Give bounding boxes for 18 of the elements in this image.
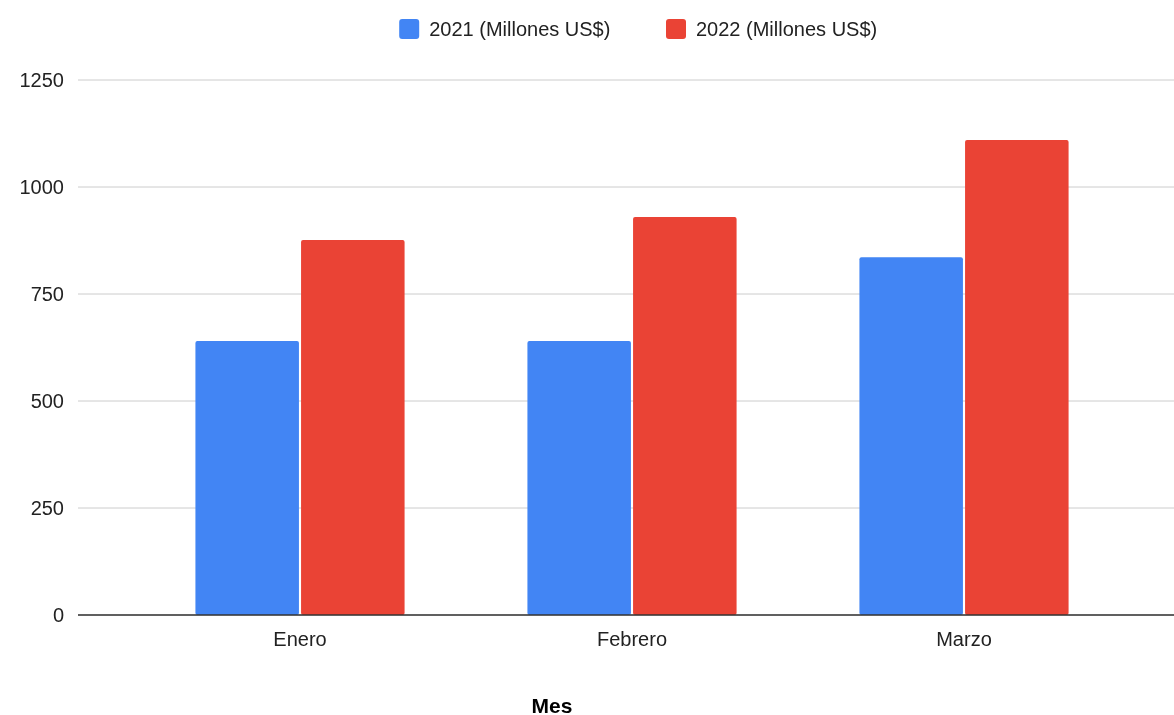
legend-label: 2021 (Millones US$) <box>429 18 611 40</box>
legend-label: 2022 (Millones US$) <box>696 18 878 40</box>
y-tick-label: 1250 <box>19 69 64 91</box>
bar <box>633 216 737 615</box>
x-tick-label: Enero <box>273 628 327 650</box>
y-tick-label: 0 <box>52 604 64 626</box>
y-tick-label: 500 <box>30 390 64 412</box>
x-axis-title: Mes <box>531 694 573 715</box>
x-tick-label: Marzo <box>936 628 992 650</box>
x-tick-label: Febrero <box>596 628 668 650</box>
bar <box>527 341 631 615</box>
bar <box>859 257 963 615</box>
bar <box>195 341 299 615</box>
y-tick-label: 250 <box>30 497 64 519</box>
y-tick-label: 750 <box>30 283 64 305</box>
y-tick-label: 1000 <box>19 176 64 198</box>
bar <box>301 240 405 615</box>
bar <box>965 139 1069 615</box>
